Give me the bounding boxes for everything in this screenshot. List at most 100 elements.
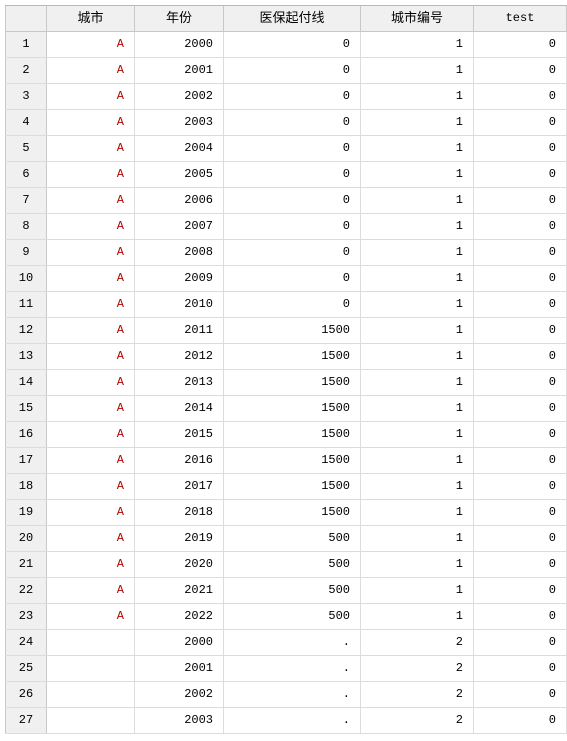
cell-city[interactable]: A bbox=[47, 240, 135, 265]
table-row[interactable]: 22 A 2021 500 1 0 bbox=[5, 578, 567, 604]
row-number[interactable]: 23 bbox=[5, 604, 47, 629]
cell-deductible[interactable]: 0 bbox=[224, 188, 361, 213]
cell-test[interactable]: 0 bbox=[474, 708, 567, 733]
row-number[interactable]: 5 bbox=[5, 136, 47, 161]
cell-city-id[interactable]: 1 bbox=[361, 214, 474, 239]
cell-test[interactable]: 0 bbox=[474, 110, 567, 135]
cell-deductible[interactable]: 0 bbox=[224, 240, 361, 265]
cell-deductible[interactable]: 0 bbox=[224, 162, 361, 187]
cell-city[interactable]: A bbox=[47, 84, 135, 109]
cell-city[interactable]: A bbox=[47, 526, 135, 551]
cell-city[interactable]: A bbox=[47, 110, 135, 135]
table-row[interactable]: 15 A 2014 1500 1 0 bbox=[5, 396, 567, 422]
cell-city-id[interactable]: 1 bbox=[361, 604, 474, 629]
cell-test[interactable]: 0 bbox=[474, 32, 567, 57]
table-row[interactable]: 20 A 2019 500 1 0 bbox=[5, 526, 567, 552]
cell-test[interactable]: 0 bbox=[474, 136, 567, 161]
cell-city[interactable]: A bbox=[47, 214, 135, 239]
cell-city-id[interactable]: 1 bbox=[361, 162, 474, 187]
cell-year[interactable]: 2003 bbox=[135, 110, 224, 135]
cell-test[interactable]: 0 bbox=[474, 552, 567, 577]
cell-city[interactable]: A bbox=[47, 292, 135, 317]
cell-city-id[interactable]: 2 bbox=[361, 656, 474, 681]
cell-city-id[interactable]: 2 bbox=[361, 630, 474, 655]
cell-year[interactable]: 2002 bbox=[135, 682, 224, 707]
cell-test[interactable]: 0 bbox=[474, 630, 567, 655]
cell-year[interactable]: 2008 bbox=[135, 240, 224, 265]
table-row[interactable]: 12 A 2011 1500 1 0 bbox=[5, 318, 567, 344]
cell-city-id[interactable]: 1 bbox=[361, 396, 474, 421]
table-row[interactable]: 1 A 2000 0 1 0 bbox=[5, 32, 567, 58]
cell-city-id[interactable]: 2 bbox=[361, 682, 474, 707]
cell-test[interactable]: 0 bbox=[474, 240, 567, 265]
cell-deductible[interactable]: . bbox=[224, 656, 361, 681]
cell-city[interactable]: A bbox=[47, 578, 135, 603]
cell-year[interactable]: 2013 bbox=[135, 370, 224, 395]
table-row[interactable]: 11 A 2010 0 1 0 bbox=[5, 292, 567, 318]
table-row[interactable]: 16 A 2015 1500 1 0 bbox=[5, 422, 567, 448]
cell-test[interactable]: 0 bbox=[474, 344, 567, 369]
cell-deductible[interactable]: 500 bbox=[224, 604, 361, 629]
cell-city-id[interactable]: 1 bbox=[361, 526, 474, 551]
cell-deductible[interactable]: . bbox=[224, 630, 361, 655]
cell-year[interactable]: 2000 bbox=[135, 630, 224, 655]
cell-city-id[interactable]: 1 bbox=[361, 344, 474, 369]
cell-city[interactable] bbox=[47, 656, 135, 681]
corner-cell[interactable] bbox=[5, 6, 47, 31]
column-header-city-id[interactable]: 城市编号 bbox=[361, 6, 474, 31]
row-number[interactable]: 26 bbox=[5, 682, 47, 707]
cell-city[interactable]: A bbox=[47, 344, 135, 369]
table-row[interactable]: 26 2002. 2 0 bbox=[5, 682, 567, 708]
cell-year[interactable]: 2015 bbox=[135, 422, 224, 447]
cell-test[interactable]: 0 bbox=[474, 604, 567, 629]
cell-year[interactable]: 2001 bbox=[135, 656, 224, 681]
row-number[interactable]: 22 bbox=[5, 578, 47, 603]
row-number[interactable]: 14 bbox=[5, 370, 47, 395]
cell-city[interactable] bbox=[47, 708, 135, 733]
cell-city[interactable]: A bbox=[47, 552, 135, 577]
row-number[interactable]: 15 bbox=[5, 396, 47, 421]
table-row[interactable]: 7 A 2006 0 1 0 bbox=[5, 188, 567, 214]
cell-year[interactable]: 2020 bbox=[135, 552, 224, 577]
cell-test[interactable]: 0 bbox=[474, 214, 567, 239]
cell-city[interactable] bbox=[47, 630, 135, 655]
cell-test[interactable]: 0 bbox=[474, 162, 567, 187]
table-row[interactable]: 5 A 2004 0 1 0 bbox=[5, 136, 567, 162]
table-row[interactable]: 10 A 2009 0 1 0 bbox=[5, 266, 567, 292]
cell-city-id[interactable]: 1 bbox=[361, 84, 474, 109]
cell-year[interactable]: 2011 bbox=[135, 318, 224, 343]
cell-city[interactable]: A bbox=[47, 474, 135, 499]
row-number[interactable]: 10 bbox=[5, 266, 47, 291]
row-number[interactable]: 17 bbox=[5, 448, 47, 473]
cell-city[interactable]: A bbox=[47, 604, 135, 629]
table-row[interactable]: 23 A 2022 500 1 0 bbox=[5, 604, 567, 630]
cell-city[interactable]: A bbox=[47, 500, 135, 525]
cell-test[interactable]: 0 bbox=[474, 396, 567, 421]
cell-test[interactable]: 0 bbox=[474, 370, 567, 395]
row-number[interactable]: 13 bbox=[5, 344, 47, 369]
cell-year[interactable]: 2018 bbox=[135, 500, 224, 525]
cell-test[interactable]: 0 bbox=[474, 500, 567, 525]
cell-city[interactable]: A bbox=[47, 422, 135, 447]
row-number[interactable]: 16 bbox=[5, 422, 47, 447]
cell-deductible[interactable]: . bbox=[224, 682, 361, 707]
cell-year[interactable]: 2004 bbox=[135, 136, 224, 161]
table-row[interactable]: 17 A 2016 1500 1 0 bbox=[5, 448, 567, 474]
row-number[interactable]: 12 bbox=[5, 318, 47, 343]
cell-city[interactable]: A bbox=[47, 136, 135, 161]
cell-city-id[interactable]: 1 bbox=[361, 32, 474, 57]
cell-year[interactable]: 2012 bbox=[135, 344, 224, 369]
cell-deductible[interactable]: 500 bbox=[224, 578, 361, 603]
cell-year[interactable]: 2001 bbox=[135, 58, 224, 83]
cell-city-id[interactable]: 1 bbox=[361, 110, 474, 135]
cell-year[interactable]: 2010 bbox=[135, 292, 224, 317]
cell-city-id[interactable]: 1 bbox=[361, 188, 474, 213]
table-row[interactable]: 25 2001. 2 0 bbox=[5, 656, 567, 682]
cell-city-id[interactable]: 1 bbox=[361, 58, 474, 83]
row-number[interactable]: 4 bbox=[5, 110, 47, 135]
table-row[interactable]: 6 A 2005 0 1 0 bbox=[5, 162, 567, 188]
cell-year[interactable]: 2017 bbox=[135, 474, 224, 499]
cell-test[interactable]: 0 bbox=[474, 84, 567, 109]
cell-city[interactable]: A bbox=[47, 188, 135, 213]
row-number[interactable]: 9 bbox=[5, 240, 47, 265]
